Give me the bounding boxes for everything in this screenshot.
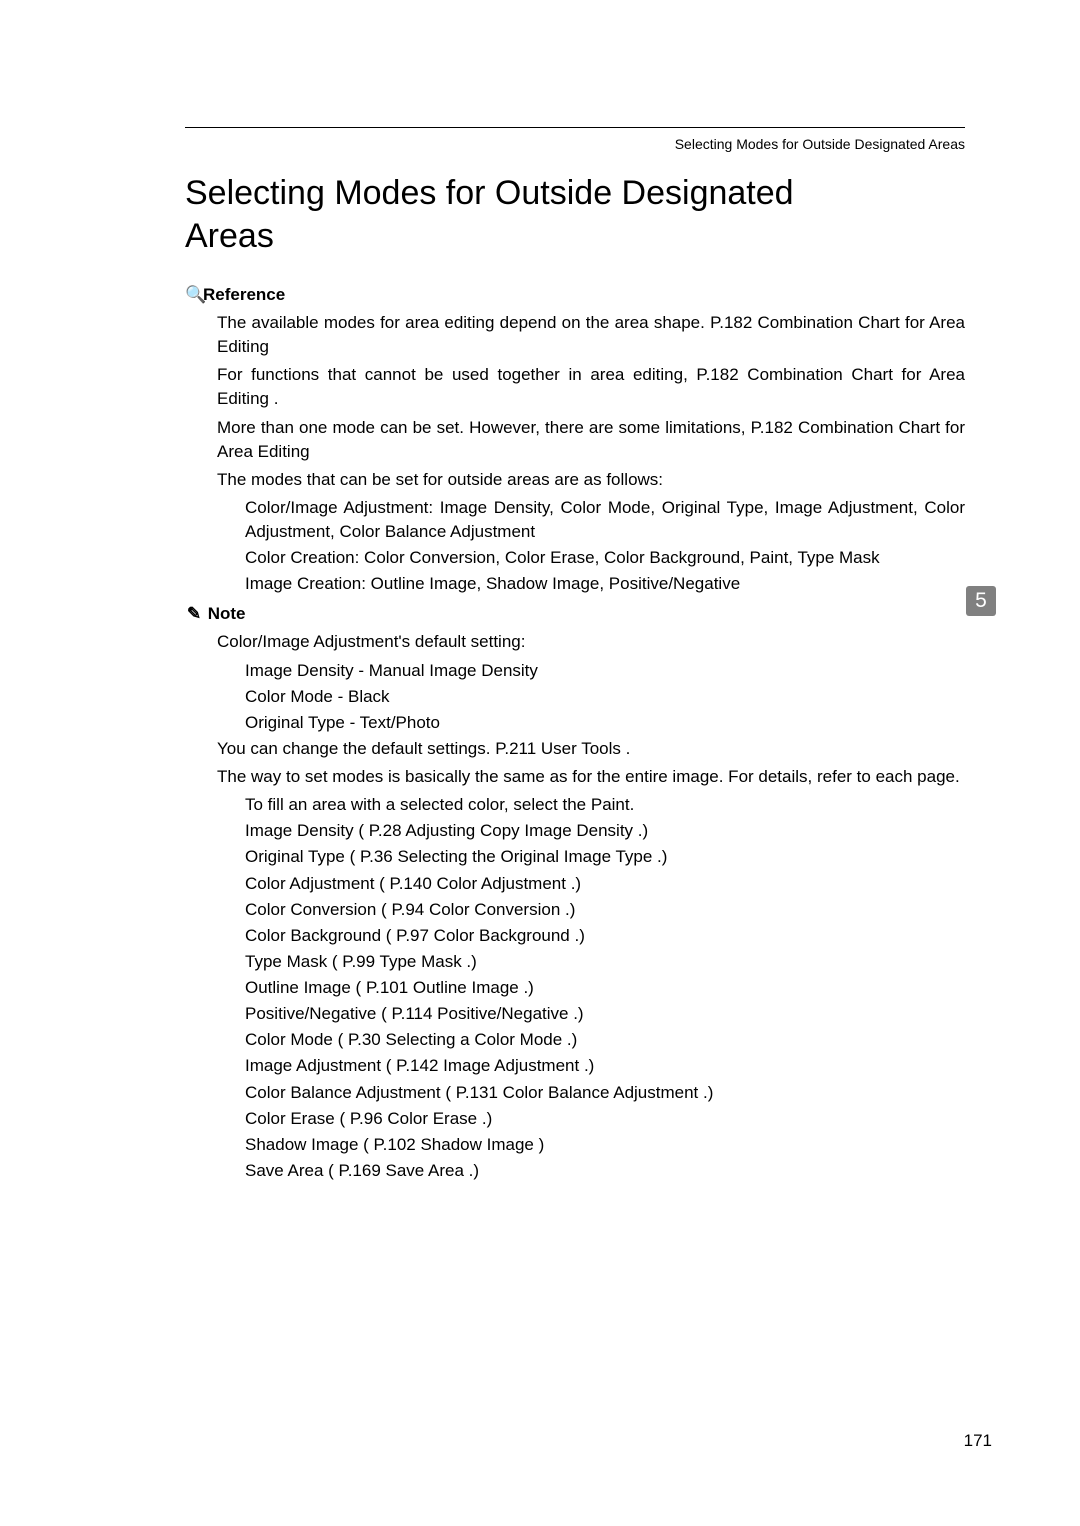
note-item: Color Erase ( P.96 Color Erase .) [245,1107,965,1131]
reference-label-text: Reference [203,285,285,304]
reference-item: For functions that cannot be used togeth… [217,363,965,411]
page-number: 171 [964,1431,992,1451]
note-item: Type Mask ( P.99 Type Mask .) [245,950,965,974]
note-item: To fill an area with a selected color, s… [245,793,965,817]
note-item: Image Adjustment ( P.142 Image Adjustmen… [245,1054,965,1078]
note-default-item: Original Type - Text/Photo [245,711,965,735]
reference-subitem: Image Creation: Outline Image, Shadow Im… [245,572,965,596]
page-title: Selecting Modes for Outside DesignatedAr… [185,172,965,257]
note-items-list: To fill an area with a selected color, s… [245,793,965,1183]
note-default-item: Image Density - Manual Image Density [245,659,965,683]
reference-heading: 🔍Reference [185,285,965,305]
note-way: The way to set modes is basically the sa… [217,765,965,789]
chapter-tab: 5 [966,586,996,616]
reference-item: The modes that can be set for outside ar… [217,468,965,492]
note-default-item: Color Mode - Black [245,685,965,709]
running-header: Selecting Modes for Outside Designated A… [185,136,965,152]
pencil-icon: ✎ [185,604,203,624]
header-rule [185,127,965,128]
note-item: Color Conversion ( P.94 Color Conversion… [245,898,965,922]
magnifier-icon: 🔍 [185,285,203,305]
note-heading: ✎ Note [185,604,965,624]
note-item: Color Adjustment ( P.140 Color Adjustmen… [245,872,965,896]
note-item: Save Area ( P.169 Save Area .) [245,1159,965,1183]
reference-subitem: Color/Image Adjustment: Image Density, C… [245,496,965,544]
note-body: Color/Image Adjustment's default setting… [217,630,965,1183]
note-item: Original Type ( P.36 Selecting the Origi… [245,845,965,869]
note-item: Image Density ( P.28 Adjusting Copy Imag… [245,819,965,843]
note-item: Color Background ( P.97 Color Background… [245,924,965,948]
note-item: Color Mode ( P.30 Selecting a Color Mode… [245,1028,965,1052]
reference-sublist: Color/Image Adjustment: Image Density, C… [245,496,965,597]
note-label-text: Note [208,604,246,623]
reference-body: The available modes for area editing dep… [217,311,965,596]
note-change: You can change the default settings. P.2… [217,737,965,761]
page-content: Selecting Modes for Outside Designated A… [0,0,1080,1183]
note-item: Shadow Image ( P.102 Shadow Image ) [245,1133,965,1157]
note-item: Outline Image ( P.101 Outline Image .) [245,976,965,1000]
reference-item: The available modes for area editing dep… [217,311,965,359]
note-item: Color Balance Adjustment ( P.131 Color B… [245,1081,965,1105]
note-item: Positive/Negative ( P.114 Positive/Negat… [245,1002,965,1026]
reference-item: More than one mode can be set. However, … [217,416,965,464]
note-defaults-list: Image Density - Manual Image Density Col… [245,659,965,735]
note-lead: Color/Image Adjustment's default setting… [217,630,965,654]
reference-subitem: Color Creation: Color Conversion, Color … [245,546,965,570]
